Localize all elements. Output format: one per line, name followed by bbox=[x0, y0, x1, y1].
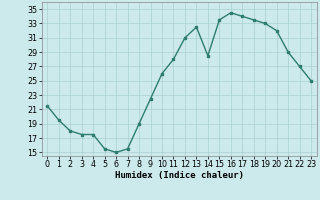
X-axis label: Humidex (Indice chaleur): Humidex (Indice chaleur) bbox=[115, 171, 244, 180]
